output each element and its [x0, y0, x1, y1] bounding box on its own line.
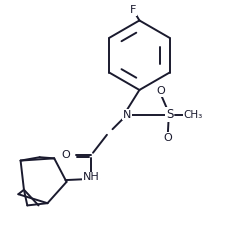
Text: CH₃: CH₃	[184, 110, 203, 120]
Text: F: F	[129, 5, 136, 15]
Text: NH: NH	[83, 172, 100, 183]
Text: O: O	[163, 133, 172, 143]
Text: O: O	[156, 86, 165, 96]
Text: S: S	[166, 108, 173, 121]
Text: N: N	[123, 110, 131, 120]
Text: O: O	[62, 150, 70, 160]
